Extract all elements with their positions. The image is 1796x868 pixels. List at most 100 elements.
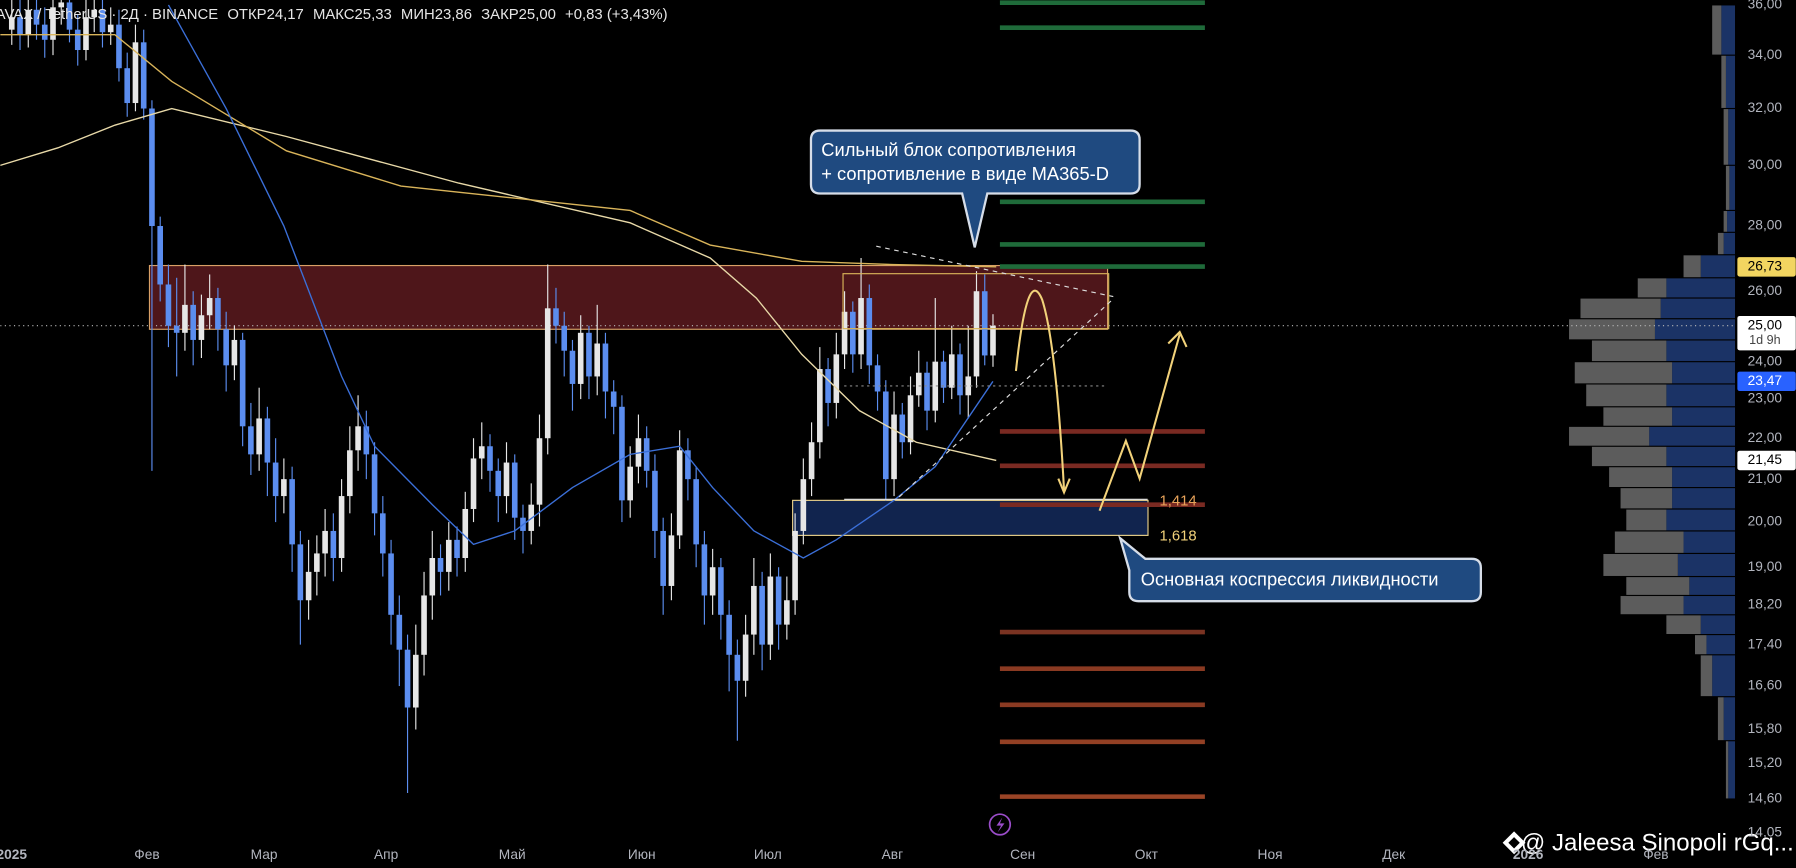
countdown: 1d 9h — [1749, 333, 1780, 347]
candle-body — [800, 479, 807, 531]
callout-text: Основная коспрессия ликвидности — [1141, 568, 1439, 589]
candle-body — [577, 332, 584, 384]
candle-body — [231, 339, 238, 366]
candle-body — [643, 438, 650, 471]
candle-body — [50, 7, 56, 40]
profile-bar — [1723, 697, 1736, 741]
candle-body — [58, 2, 65, 8]
candle-body — [940, 361, 947, 388]
candle-body — [693, 479, 699, 545]
watermark: @ Jaleesa Sinopoli rGq... — [1521, 829, 1794, 856]
candle-body — [388, 553, 394, 615]
profile-bar — [1728, 109, 1736, 165]
candle-body — [421, 595, 427, 655]
candle-body — [808, 442, 815, 480]
profile-bar — [1683, 596, 1736, 615]
x-tick-label: Сен — [1010, 847, 1035, 862]
candle-body — [305, 571, 312, 601]
candle-body — [825, 369, 831, 403]
candle-body — [594, 343, 601, 377]
candle-body — [157, 226, 163, 285]
candle-body — [899, 414, 906, 443]
candle-body — [182, 304, 188, 333]
candle-body — [248, 426, 254, 455]
profile-bar — [1591, 340, 1667, 362]
candle-body — [140, 42, 147, 109]
x-tick-label: Мар — [251, 847, 278, 862]
candle-body — [107, 24, 114, 33]
candle-layer — [8, 0, 996, 794]
profile-bar — [1620, 488, 1673, 509]
candle-body — [701, 544, 708, 596]
candle-body — [17, 17, 23, 35]
candle-body — [742, 634, 749, 681]
candle-body — [981, 291, 988, 356]
profile-bar — [1591, 446, 1667, 467]
profile-bar — [1574, 362, 1673, 384]
profile-bar — [1672, 362, 1736, 384]
price-label: 26,73 — [1748, 258, 1783, 273]
y-tick-label: 34,00 — [1748, 47, 1783, 62]
candle-body — [957, 354, 963, 396]
profile-bar — [1729, 165, 1736, 210]
candle-body — [726, 614, 732, 655]
profile-bar — [1721, 55, 1726, 108]
x-tick-label: Окт — [1135, 847, 1159, 862]
fib-label: 1,618 — [1159, 528, 1196, 544]
profile-bar — [1614, 531, 1684, 553]
trend-line — [898, 298, 1114, 498]
candle-body — [676, 450, 683, 536]
profile-bar — [1725, 741, 1729, 799]
candle-body — [66, 2, 73, 30]
profile-bar — [1672, 488, 1736, 509]
candle-body — [99, 9, 106, 33]
candle-body — [198, 315, 205, 340]
back-layer — [0, 0, 1736, 799]
candle-body — [932, 361, 939, 411]
candle-body — [437, 558, 444, 572]
price-label-box — [1737, 257, 1796, 277]
price-label-box — [1737, 450, 1796, 471]
candle-body — [503, 462, 510, 497]
fib-label: 1,414 — [1159, 493, 1196, 509]
candle-body — [718, 567, 724, 615]
profile-bar — [1620, 596, 1684, 615]
ohlc-value: 25,33 — [355, 7, 392, 23]
candle-body — [165, 284, 172, 326]
y-tick-label: 32,00 — [1748, 100, 1783, 115]
candle-body — [841, 311, 848, 355]
candle-body — [470, 458, 477, 509]
profile-bar — [1666, 384, 1736, 407]
profile-bar — [1723, 232, 1736, 255]
y-tick-label: 30,00 — [1748, 157, 1783, 172]
candle-body — [817, 369, 823, 443]
profile-bar — [1712, 5, 1722, 55]
candle-body — [751, 585, 757, 635]
forecast-path — [1098, 334, 1181, 512]
change: +0,83 (+3,43%) — [565, 7, 668, 23]
profile-bar — [1603, 407, 1673, 426]
x-tick-label: Фев — [1643, 847, 1668, 862]
profile-bar — [1666, 278, 1736, 298]
candle-body — [454, 539, 460, 559]
candle-body — [544, 308, 551, 439]
profile-bar — [1609, 467, 1673, 488]
candle-body — [660, 530, 666, 586]
candle-body — [767, 576, 774, 645]
candle-body — [924, 372, 930, 411]
candle-body — [338, 496, 345, 559]
y-tick-label: 26,00 — [1748, 283, 1783, 298]
x-tick-label: Апр — [374, 847, 399, 862]
candle-body — [858, 298, 864, 355]
candle-body — [619, 406, 625, 501]
x-tick-label: Авг — [882, 847, 903, 862]
callout-text: + сопротивление в виде MA365-D — [821, 163, 1109, 184]
arrow-head — [1167, 330, 1188, 348]
candle-body — [866, 298, 873, 366]
candle-body — [289, 479, 295, 545]
candle-body — [272, 462, 279, 497]
ohlc-label: МИН — [401, 7, 435, 23]
candle-body — [74, 29, 81, 51]
candle-body — [561, 325, 568, 351]
